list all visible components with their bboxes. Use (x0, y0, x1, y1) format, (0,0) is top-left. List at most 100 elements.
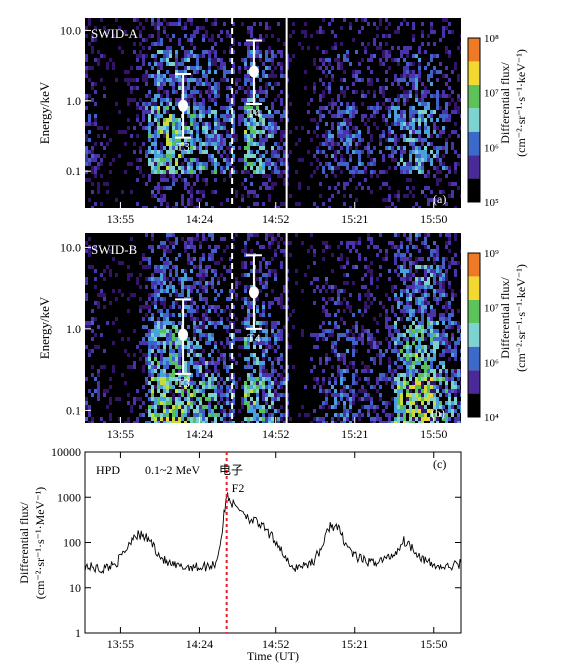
spectrogram-cell (175, 341, 178, 345)
spectrogram-cell (256, 241, 259, 245)
spectrogram-cell (172, 409, 175, 413)
spectrogram-cell (280, 237, 283, 241)
spectrogram-cell (397, 122, 400, 126)
spectrogram-cell (322, 321, 325, 325)
spectrogram-cell (142, 401, 145, 405)
spectrogram-cell (160, 42, 163, 46)
spectrogram-cell (118, 261, 121, 265)
spectrogram-cell (265, 162, 268, 166)
spectrogram-cell (385, 170, 388, 174)
spectrogram-cell (424, 233, 427, 237)
spectrogram-cell (148, 361, 151, 365)
spectrogram-cell (436, 265, 439, 269)
spectrogram-cell (166, 150, 169, 154)
spectrogram-cell (367, 90, 370, 94)
spectrogram-cell (343, 357, 346, 361)
spectrogram-cell (250, 381, 253, 385)
spectrogram-cell (208, 134, 211, 138)
spectrogram-cell (448, 401, 451, 405)
spectrogram-cell (220, 309, 223, 313)
spectrogram-cell (196, 373, 199, 377)
spectrogram-cell (160, 102, 163, 106)
spectrogram-cell (460, 42, 461, 46)
spectrogram-cell (328, 186, 331, 190)
spectrogram-cell (409, 369, 412, 373)
spectrogram-cell (394, 98, 397, 102)
spectrogram-cell (400, 241, 403, 245)
spectrogram-cell (388, 50, 391, 54)
spectrogram-cell (154, 98, 157, 102)
spectrogram-cell (433, 413, 436, 417)
spectrogram-cell (268, 110, 271, 114)
spectrogram-cell (412, 245, 415, 249)
spectrogram-cell (328, 146, 331, 150)
spectrogram-cell (289, 150, 292, 154)
spectrogram-cell (439, 190, 442, 194)
spectrogram-cell (376, 389, 379, 393)
spectrogram-cell (409, 309, 412, 313)
spectrogram-cell (271, 237, 274, 241)
spectrogram-cell (427, 74, 430, 78)
spectrogram-cell (178, 353, 181, 357)
spectrogram-cell (154, 293, 157, 297)
spectrogram-cell (373, 162, 376, 166)
spectrogram-cell (196, 130, 199, 134)
spectrogram-cell (178, 86, 181, 90)
spectrogram-cell (247, 106, 250, 110)
spectrogram-cell (250, 190, 253, 194)
spectrogram-cell (172, 289, 175, 293)
spectrogram-cell (193, 381, 196, 385)
spectrogram-cell (322, 381, 325, 385)
spectrogram-cell (253, 130, 256, 134)
spectrogram-cell (352, 337, 355, 341)
spectrogram-cell (142, 106, 145, 110)
spectrogram-cell (127, 337, 130, 341)
spectrogram-cell (406, 162, 409, 166)
spectrogram-cell (304, 385, 307, 389)
spectrogram-cell (397, 233, 400, 237)
spectrogram-cell (154, 321, 157, 325)
spectrogram-cell (214, 190, 217, 194)
spectrogram-cell (151, 293, 154, 297)
panel-b-tag: (b) (431, 406, 445, 420)
spectrogram-cell (424, 194, 427, 198)
spectrogram-cell (292, 325, 295, 329)
marker-point (248, 65, 259, 78)
spectrogram-cell (127, 297, 130, 301)
spectrogram-cell (193, 78, 196, 82)
spectrogram-cell (397, 102, 400, 106)
spectrogram-cell (178, 349, 181, 353)
spectrogram-cell (259, 142, 262, 146)
spectrogram-cell (412, 206, 415, 208)
spectrogram-cell (394, 150, 397, 154)
spectrogram-cell (169, 397, 172, 401)
spectrogram-cell (202, 54, 205, 58)
spectrogram-cell (148, 357, 151, 361)
spectrogram-cell (181, 285, 184, 289)
spectrogram-cell (253, 357, 256, 361)
spectrogram-cell (235, 78, 238, 82)
spectrogram-cell (235, 337, 238, 341)
spectrogram-cell (409, 237, 412, 241)
spectrogram-cell (280, 62, 283, 66)
spectrogram-cell (445, 409, 448, 413)
spectrogram-cell (151, 313, 154, 317)
spectrogram-cell (130, 190, 133, 194)
spectrogram-cell (247, 170, 250, 174)
spectrogram-cell (349, 405, 352, 409)
spectrogram-cell (433, 54, 436, 58)
spectrogram-cell (163, 130, 166, 134)
spectrogram-cell (307, 413, 310, 417)
spectrogram-cell (340, 134, 343, 138)
spectrogram-cell (160, 377, 163, 381)
spectrogram-cell (166, 178, 169, 182)
spectrogram-cell (178, 126, 181, 130)
spectrogram-cell (199, 170, 202, 174)
spectrogram-cell (187, 98, 190, 102)
spectrogram-cell (190, 405, 193, 409)
spectrogram-cell (400, 154, 403, 158)
spectrogram-cell (400, 126, 403, 130)
spectrogram-cell (265, 265, 268, 269)
spectrogram-cell (157, 126, 160, 130)
spectrogram-cell (139, 273, 142, 277)
